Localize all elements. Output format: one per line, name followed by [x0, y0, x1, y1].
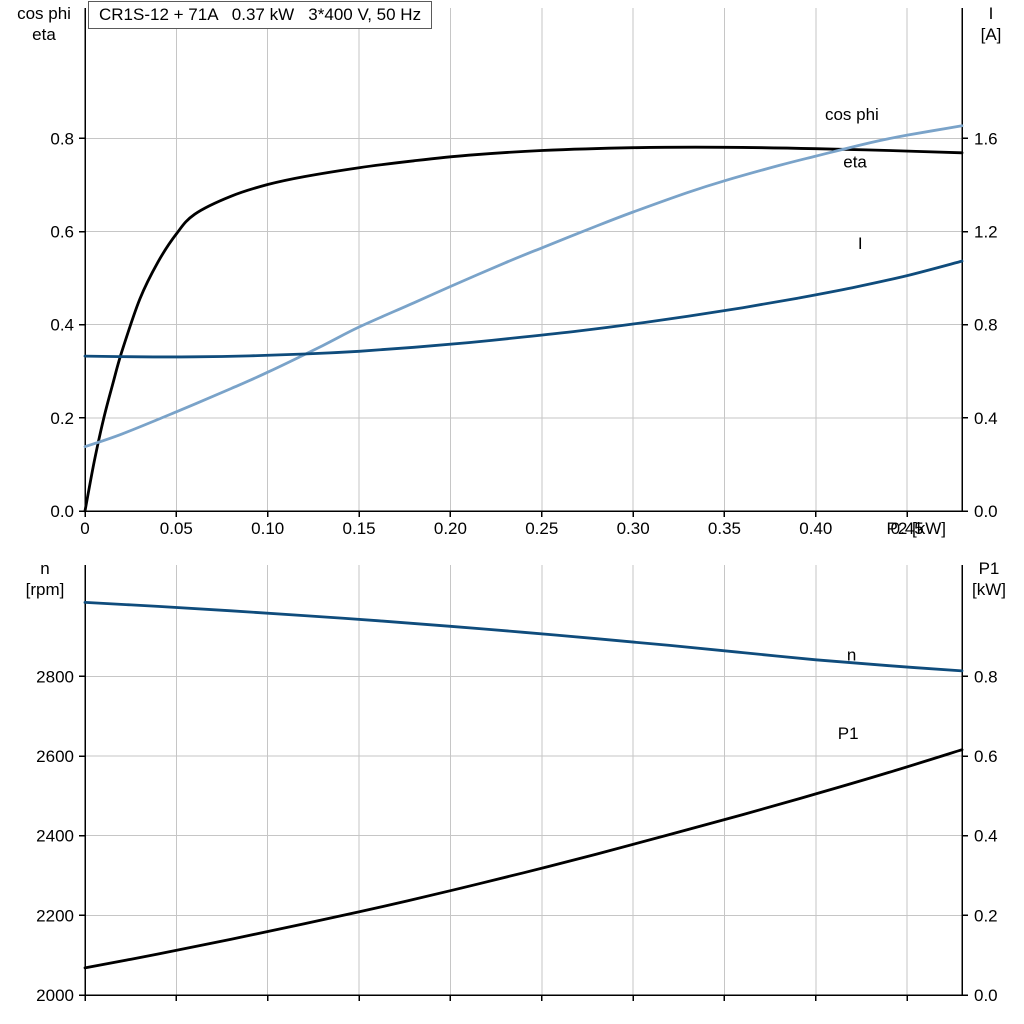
- axis-title-current-unit: [A]: [980, 25, 1002, 44]
- chart-title-box: CR1S-12 + 71A 0.37 kW 3*400 V, 50 Hz: [88, 1, 433, 29]
- right-tick-label: 1.6: [974, 129, 998, 148]
- curve-cos-phi: [83, 124, 964, 449]
- x-tick-label: 0.45: [891, 519, 924, 538]
- left-tick-label: 0.4: [50, 316, 74, 335]
- curve-label-eta: eta: [843, 153, 867, 172]
- curve-label-P1: P1: [838, 724, 859, 743]
- right-tick-label: 0.8: [974, 316, 998, 335]
- bottom-left-axis-title: n [rpm]: [6, 558, 84, 600]
- axis-title-current: I: [988, 4, 994, 23]
- right-tick-label: 0.2: [974, 906, 998, 925]
- left-tick-label: 0.0: [50, 502, 74, 521]
- bottom-performance-chart: 2000 2200 2400 2600 2800 0.0 0.2 0.4 0.6 0.8 n P1: [36, 565, 998, 1005]
- top-performance-chart: 0 0.05 0.10 0.15 0.20 0.25 0.30 0.35 0.40 0.45P2 …: [50, 8, 998, 538]
- right-tick-label: 0.8: [974, 667, 998, 686]
- right-tick-label: 0.4: [974, 827, 998, 846]
- left-tick-label: 2400: [36, 827, 74, 846]
- left-tick-label: 0.2: [50, 409, 74, 428]
- x-tick-label: 0.30: [617, 519, 650, 538]
- left-tick-label: 0.6: [50, 223, 74, 242]
- x-axis-label: P2 [kW]: [886, 519, 946, 538]
- curve-P1: [83, 748, 964, 970]
- x-tick-label: 0.15: [343, 519, 376, 538]
- x-tick-label: 0.05: [160, 519, 193, 538]
- axis-title-speed: n: [40, 559, 50, 578]
- x-tick-label: 0.10: [251, 519, 284, 538]
- x-tick-label: 0.35: [708, 519, 741, 538]
- curve-n: [83, 601, 964, 673]
- curve-eta: [83, 145, 964, 513]
- left-tick-label: 2800: [36, 667, 74, 686]
- right-tick-label: 0.0: [974, 502, 998, 521]
- x-tick-label: 0: [80, 519, 89, 538]
- top-right-axis-title: I [A]: [962, 3, 1020, 45]
- bottom-right-axis-title: P1 [kW]: [958, 558, 1020, 600]
- x-tick-label: 0.40: [799, 519, 832, 538]
- axis-title-p1-unit: [kW]: [972, 580, 1006, 599]
- right-tick-label: 0.4: [974, 409, 998, 428]
- curve-label-I: I: [858, 234, 863, 253]
- axis-title-p1: P1: [978, 559, 1000, 578]
- right-tick-label: 1.2: [974, 223, 998, 242]
- x-tick-label: 0.25: [525, 519, 558, 538]
- axis-title-eta: eta: [32, 25, 56, 44]
- top-left-axis-title: cos phi eta: [4, 3, 84, 45]
- left-tick-label: 2000: [36, 986, 74, 1005]
- curve-I: [83, 259, 964, 359]
- curve-label-cos-phi: cos phi: [825, 105, 879, 124]
- right-tick-label: 0.0: [974, 986, 998, 1005]
- axis-title-cos-phi: cos phi: [17, 4, 71, 23]
- curve-label-n: n: [847, 646, 856, 665]
- left-tick-label: 2600: [36, 747, 74, 766]
- axis-title-speed-unit: [rpm]: [25, 580, 65, 599]
- x-tick-label: 0.20: [434, 519, 467, 538]
- right-tick-label: 0.6: [974, 747, 998, 766]
- left-tick-label: 2200: [36, 906, 74, 925]
- left-tick-label: 0.8: [50, 129, 74, 148]
